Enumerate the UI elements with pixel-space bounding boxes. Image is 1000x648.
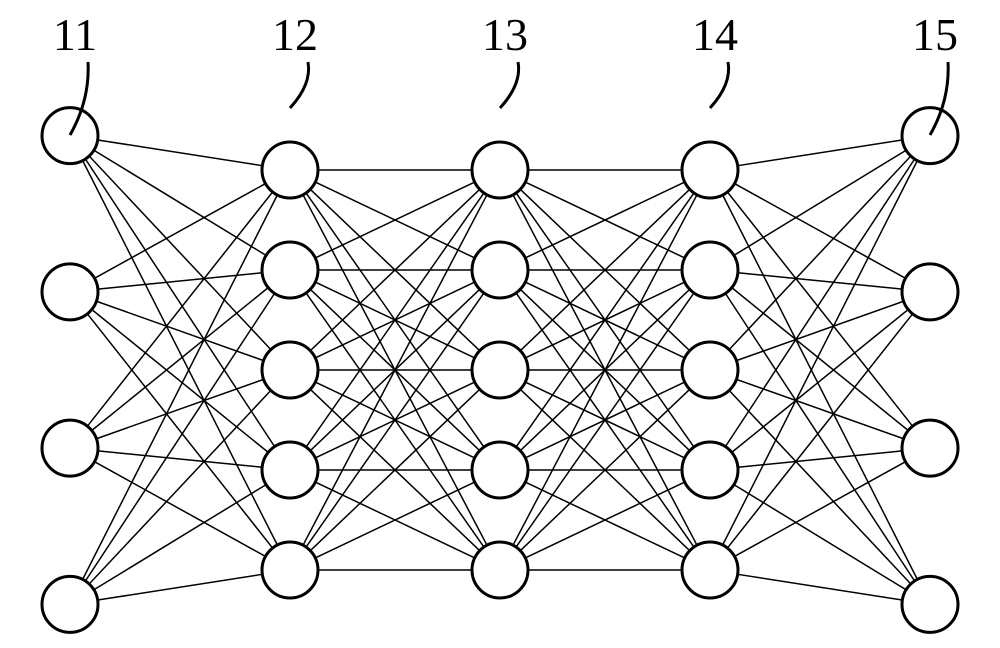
edge xyxy=(87,314,272,548)
edge xyxy=(729,156,911,350)
edge xyxy=(729,390,911,584)
node-layer12-n3 xyxy=(262,442,318,498)
node-layer14-n3 xyxy=(682,442,738,498)
layer-label-15: 15 xyxy=(912,9,958,60)
edge xyxy=(727,314,912,548)
neural-network-diagram: 11 12 13 14 15 xyxy=(0,0,1000,648)
edge xyxy=(727,192,912,426)
edge xyxy=(94,184,265,279)
edge xyxy=(738,140,903,166)
node-layer15-n0 xyxy=(902,108,958,164)
leader-line-14 xyxy=(710,62,729,108)
node-layer14-n1 xyxy=(682,242,738,298)
labels-group: 11 12 13 14 15 xyxy=(53,9,958,135)
node-layer15-n3 xyxy=(902,576,958,632)
layer-label-14: 14 xyxy=(692,9,738,60)
layer-label-11: 11 xyxy=(53,9,97,60)
edge xyxy=(734,150,906,255)
edge xyxy=(89,156,271,350)
nodes-group xyxy=(42,108,958,633)
edge xyxy=(94,462,265,557)
edge xyxy=(98,451,262,467)
node-layer13-n2 xyxy=(472,342,528,398)
edge xyxy=(98,140,263,166)
node-layer15-n1 xyxy=(902,264,958,320)
node-layer14-n0 xyxy=(682,142,738,198)
edge xyxy=(89,390,271,584)
node-layer11-n1 xyxy=(42,264,98,320)
node-layer12-n1 xyxy=(262,242,318,298)
edge xyxy=(94,485,266,590)
leader-line-13 xyxy=(500,62,519,108)
layer-label-13: 13 xyxy=(482,9,528,60)
edge xyxy=(734,485,906,590)
node-layer14-n4 xyxy=(682,542,738,598)
node-layer11-n0 xyxy=(42,108,98,164)
node-layer12-n4 xyxy=(262,542,318,598)
node-layer13-n4 xyxy=(472,542,528,598)
node-layer12-n0 xyxy=(262,142,318,198)
node-layer12-n2 xyxy=(262,342,318,398)
layer-label-12: 12 xyxy=(272,9,318,60)
node-layer14-n2 xyxy=(682,342,738,398)
edge xyxy=(734,184,905,279)
node-layer15-n2 xyxy=(902,420,958,476)
leader-line-12 xyxy=(290,62,309,108)
edge xyxy=(734,462,905,557)
node-layer13-n0 xyxy=(472,142,528,198)
edge xyxy=(738,574,903,600)
node-layer13-n1 xyxy=(472,242,528,298)
edge xyxy=(98,574,263,600)
node-layer13-n3 xyxy=(472,442,528,498)
node-layer11-n2 xyxy=(42,420,98,476)
edge xyxy=(738,273,902,289)
edge xyxy=(94,150,266,255)
edge xyxy=(87,192,272,426)
node-layer11-n3 xyxy=(42,576,98,632)
